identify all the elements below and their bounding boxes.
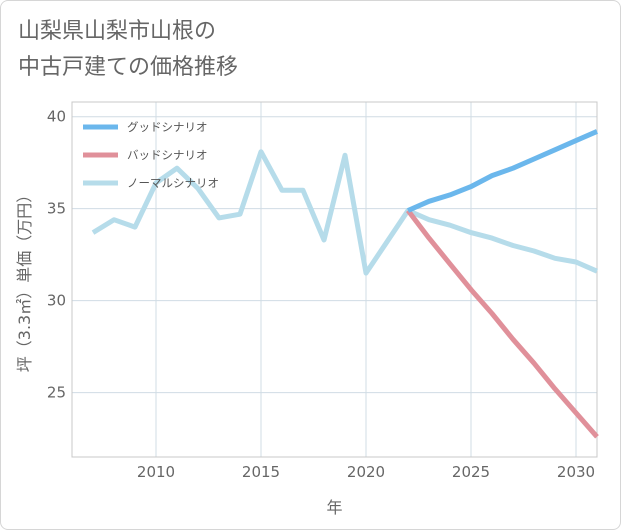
series-line-0 (406, 129, 599, 213)
grid (72, 102, 597, 457)
x-tick-label: 2015 (242, 463, 280, 481)
x-tick-label: 2025 (452, 463, 490, 481)
x-tick-label: 2010 (137, 463, 175, 481)
series-line-2 (91, 149, 599, 276)
y-tick-label: 35 (47, 200, 66, 218)
tick-labels: 2010 2015 2020 2025 2030 25 30 35 40 (47, 108, 595, 481)
y-tick-label: 25 (47, 384, 66, 402)
legend-label: グッドシナリオ (127, 120, 208, 134)
y-tick-label: 40 (47, 108, 66, 126)
x-tick-label: 2030 (557, 463, 595, 481)
plot-area (71, 101, 598, 458)
y-axis-label: 坪（3.3㎡）単価（万円） (15, 187, 34, 372)
title-line-2: 中古戸建ての価格推移 (18, 55, 239, 80)
series-line-1 (406, 208, 599, 439)
x-tick-label: 2020 (347, 463, 385, 481)
legend-label: バッドシナリオ (127, 148, 208, 162)
y-tick-label: 30 (47, 292, 66, 310)
series-lines (91, 129, 599, 439)
legend-label: ノーマルシナリオ (127, 176, 219, 190)
title-line-1: 山梨県山梨市山根の (18, 19, 217, 44)
x-axis-label: 年 (326, 498, 342, 517)
chart-title: 山梨県山梨市山根の 中古戸建ての価格推移 (18, 14, 578, 86)
